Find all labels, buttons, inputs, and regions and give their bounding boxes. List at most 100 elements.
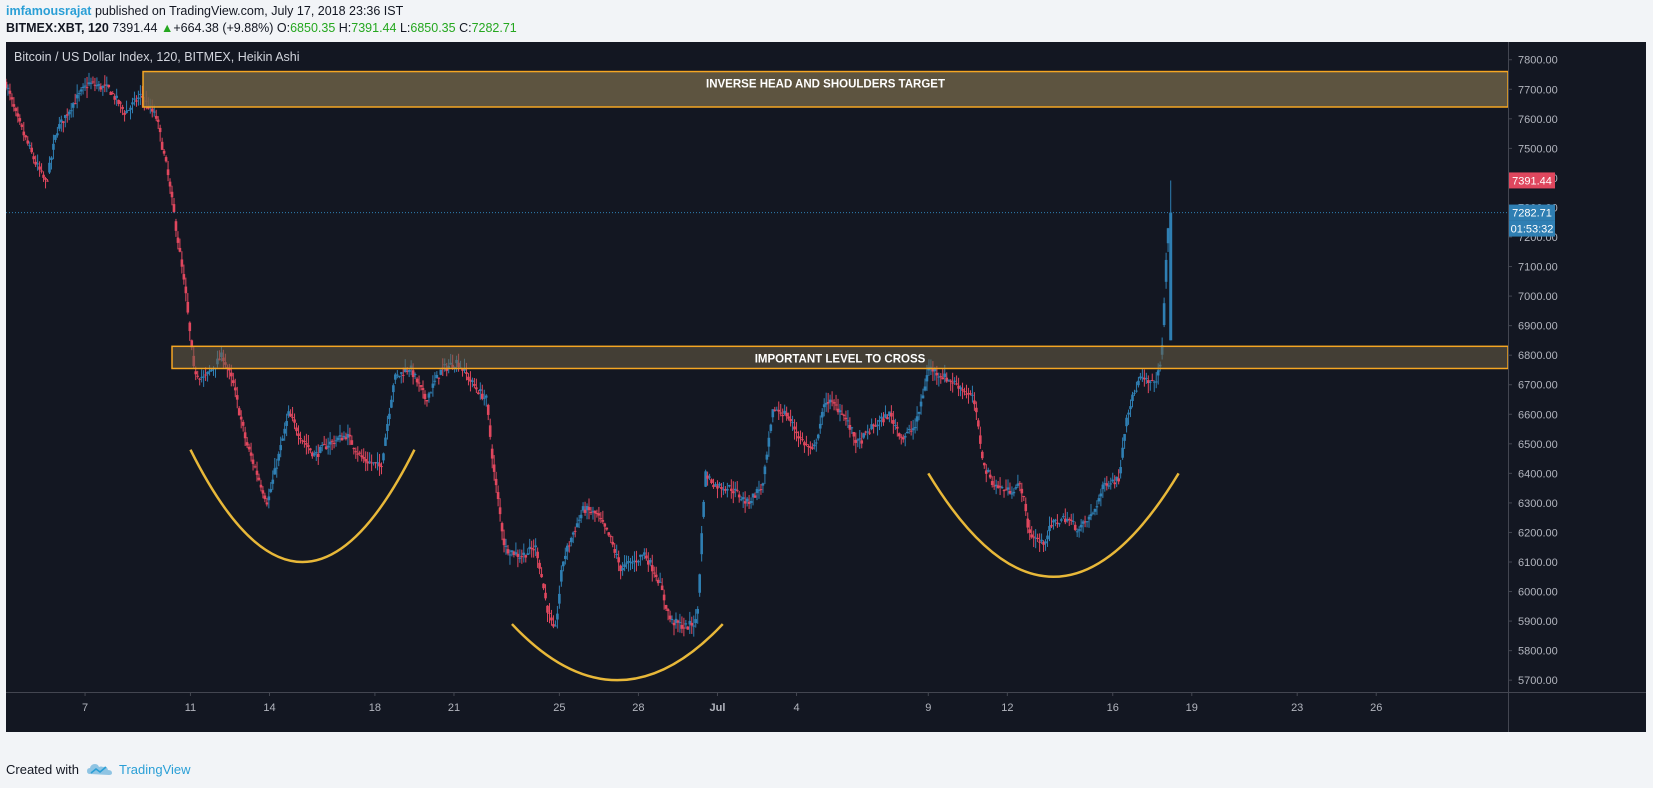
candle-body [828, 399, 832, 403]
candle-body [787, 416, 790, 419]
candle-body [672, 622, 676, 626]
candle-body [688, 620, 692, 625]
candle-body [1012, 491, 1016, 494]
candle-body [567, 545, 571, 547]
candle-body [822, 404, 826, 408]
candle-body [303, 440, 306, 443]
candle-body [973, 400, 976, 405]
candle-body [781, 415, 784, 417]
x-tick-label: 28 [632, 702, 644, 714]
candle-body [28, 145, 32, 147]
price-chart[interactable]: INVERSE HEAD AND SHOULDERS TARGET IMPORTA… [4, 42, 1646, 732]
candle-body [18, 118, 22, 122]
candle-body [581, 506, 585, 511]
candle-body [123, 112, 126, 115]
candle-body [779, 412, 783, 414]
candle-body [243, 432, 247, 439]
candle-body [834, 404, 838, 406]
candle-body [160, 141, 164, 150]
candle-body [480, 393, 484, 399]
chart-container[interactable]: INVERSE HEAD AND SHOULDERS TARGET IMPORTA… [4, 42, 1646, 732]
candle-body [797, 436, 800, 439]
candle-body [538, 562, 541, 569]
y-tick-label: 6100.00 [1518, 557, 1558, 569]
candle-body [1083, 521, 1087, 523]
candle-body [109, 91, 113, 95]
candle-body [544, 592, 547, 599]
candle-body [741, 497, 745, 500]
candle-body [809, 446, 812, 448]
candle-body [757, 490, 761, 492]
candle-body [534, 545, 537, 548]
candle-body [382, 453, 385, 461]
candle-body [133, 98, 136, 100]
candle-body [601, 520, 605, 522]
tradingview-link[interactable]: TradingView [118, 762, 191, 777]
candle-body [115, 95, 118, 98]
candle-body [548, 612, 551, 614]
candle-body [864, 431, 867, 433]
candle-body [901, 437, 905, 440]
change-value: +664.38 (+9.88%) [173, 21, 274, 35]
candle-body [182, 274, 186, 280]
candle-body [405, 370, 409, 372]
author-name[interactable]: imfamousrajat [6, 4, 92, 18]
candle-body [277, 453, 281, 461]
candle-body [589, 512, 593, 514]
candle-body [399, 372, 403, 374]
candle-body [388, 413, 391, 420]
candle-body [773, 409, 777, 412]
candle-body [1034, 537, 1037, 539]
candle-body [759, 489, 763, 491]
candle-body [107, 84, 111, 88]
candle-body [73, 103, 77, 105]
candle-body [374, 462, 377, 464]
candle-body [698, 574, 701, 593]
tradingview-logo-icon [86, 763, 112, 775]
candle-body [569, 537, 573, 543]
candle-body [494, 478, 498, 486]
x-tick-label: 7 [82, 702, 88, 714]
candle-body [751, 493, 755, 498]
candle-body [641, 554, 644, 556]
candle-body [6, 87, 10, 89]
candle-body [613, 549, 617, 553]
candle-body [666, 609, 670, 612]
candle-body [1077, 529, 1081, 531]
candle-body [625, 562, 628, 564]
candle-body [763, 466, 767, 475]
candle-body [350, 440, 354, 445]
candle-body [775, 409, 779, 411]
candle-body [866, 431, 869, 433]
candle-body [1062, 516, 1065, 518]
candle-body [550, 617, 553, 621]
candle-body [403, 368, 407, 373]
candle-body [621, 568, 624, 571]
candle-body [154, 115, 158, 119]
candle-body [137, 97, 140, 100]
candle-body [117, 100, 120, 104]
candle-body [524, 555, 528, 558]
candle-body [1103, 483, 1107, 485]
candle-body [826, 402, 830, 404]
candle-body [892, 420, 895, 424]
candle-body [477, 392, 480, 395]
candle-body [287, 411, 290, 416]
candle-body [314, 452, 318, 454]
candle-body [897, 433, 901, 437]
candle-body [925, 375, 929, 382]
candle-body [818, 423, 822, 429]
candle-body [368, 461, 371, 463]
candle-body [1073, 524, 1077, 530]
candle-body [496, 492, 500, 500]
candle-body [830, 400, 834, 402]
candle-body [204, 374, 207, 376]
candle-body [876, 424, 879, 427]
candle-body [686, 626, 690, 630]
candle-body [856, 439, 860, 441]
candle-body [69, 110, 73, 112]
candle-body [890, 412, 893, 417]
candle-body [8, 90, 12, 94]
candle-body [206, 371, 209, 375]
candle-body [619, 565, 622, 572]
